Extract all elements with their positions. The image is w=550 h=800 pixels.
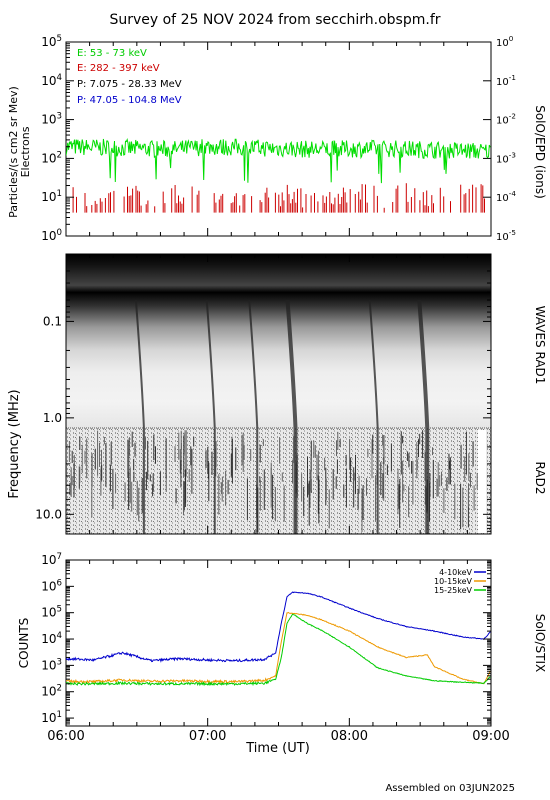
legend-entry-e2: E: 282 - 397 keV [77, 63, 160, 74]
x-tick-label: 07:00 [189, 729, 226, 744]
stix-panel: 101 102 103 104 105 106 107 4-10keV10-15keV15-… [17, 552, 547, 756]
stix-frame [65, 559, 492, 727]
stix-tick-label: 103 [41, 657, 62, 672]
legend-entry-e1: E: 53 - 73 keV [77, 48, 147, 59]
epd-right-tick-label: 10-2 [496, 112, 516, 127]
epd-left-tick-label: 102 [41, 150, 62, 165]
series-line-stix-1 [66, 611, 491, 685]
waves-right-label-rad1: WAVES RAD1 [533, 306, 547, 385]
epd-ylabel-line2: Electrons [19, 126, 32, 177]
epd-right-tick-label: 10-3 [496, 150, 516, 165]
waves-panel: 0.1 1.0 10.0 Frequency (MHz) WAVES RAD1 RA… [7, 253, 547, 535]
legend-entry-p2: P: 47.05 - 104.8 MeV [77, 95, 182, 106]
stix-tick-label: 106 [41, 578, 62, 593]
footer-assembled: Assembled on 03JUN2025 [385, 783, 515, 794]
epd-legend: E: 53 - 73 keV E: 282 - 397 keV P: 7.075… [77, 48, 182, 106]
radio-burst [417, 299, 430, 534]
x-tick-label: 09:00 [472, 729, 509, 744]
epd-right-tick-label: 10-4 [496, 189, 516, 204]
x-axis-label: Time (UT) [245, 741, 310, 756]
epd-left-tick-label: 103 [41, 112, 62, 127]
stix-legend-label: 4-10keV [439, 568, 472, 577]
waves-ylabel: Frequency (MHz) [7, 389, 22, 498]
epd-left-tick-label: 100 [41, 228, 62, 243]
series-line-stix-2 [66, 613, 491, 687]
waves-tick-label: 10.0 [35, 507, 62, 521]
radio-burst [205, 299, 216, 534]
epd-right-tick-label: 10-1 [496, 73, 516, 88]
rad1-spectrogram [66, 254, 491, 428]
stix-legend-label: 10-15keV [434, 577, 473, 586]
stix-tick-label: 107 [41, 552, 62, 567]
epd-left-tick-label: 104 [41, 73, 62, 88]
radio-burst [285, 299, 298, 534]
stix-right-label: SolO/STIX [533, 614, 547, 673]
series-line-stix-0 [66, 591, 491, 663]
stix-legend-label: 15-25keV [434, 586, 473, 595]
legend-entry-p1: P: 7.075 - 28.33 MeV [77, 79, 182, 90]
epd-right-tick-label: 100 [496, 34, 514, 49]
epd-right-tick-label: 10-5 [496, 228, 516, 243]
waves-right-label-rad2: RAD2 [533, 462, 547, 495]
epd-right-label: SolO/EPD (ions) [533, 105, 547, 199]
epd-panel: 100 101 102 103 104 105 10-5 10-4 10-3 10-2 10-1 1… [7, 34, 547, 243]
x-tick-label: 08:00 [331, 729, 368, 744]
epd-left-tick-label: 101 [41, 189, 62, 204]
chart-title: Survey of 25 NOV 2024 from secchirh.obsp… [109, 12, 440, 28]
radio-burst [134, 299, 145, 534]
stix-tick-label: 104 [41, 631, 62, 646]
epd-left-tick-label: 105 [41, 34, 62, 49]
stix-tick-label: 101 [41, 710, 62, 725]
epd-ylabel-line1: Particles/(s cm2 sr Mev) [7, 86, 20, 218]
radio-burst [368, 299, 379, 534]
series-line-e1 [66, 137, 491, 184]
radio-burst [248, 299, 259, 534]
x-tick-label: 06:00 [47, 729, 84, 744]
stix-tick-label: 105 [41, 605, 62, 620]
series-line-e2 [72, 183, 485, 213]
stix-tick-label: 102 [41, 684, 62, 699]
waves-tick-label: 0.1 [43, 314, 62, 328]
waves-tick-label: 1.0 [43, 411, 62, 425]
stix-ylabel: COUNTS [17, 618, 31, 669]
